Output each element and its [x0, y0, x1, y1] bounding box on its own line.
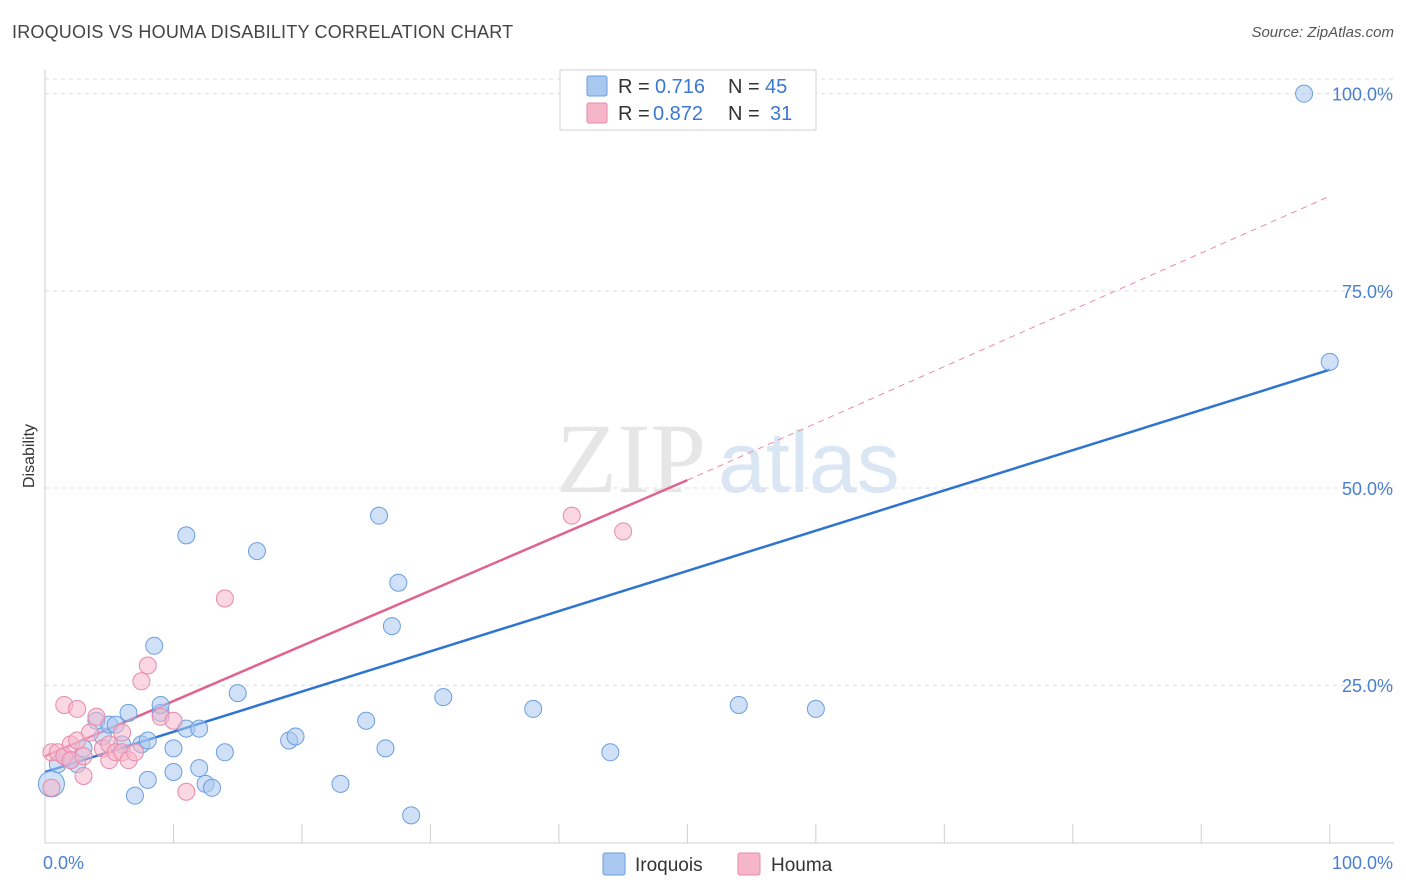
bottom-legend: Iroquois Houma — [602, 852, 833, 876]
trend-line-houma-projection — [687, 195, 1330, 481]
legend-n-value-iroquois: 45 — [765, 76, 787, 98]
point-houma — [74, 747, 93, 766]
point-iroquois — [164, 763, 183, 782]
point-iroquois — [370, 506, 389, 525]
bottom-legend-iroquois: Iroquois — [635, 855, 703, 876]
point-houma — [562, 506, 581, 525]
x-tick-label: 100.0% — [1332, 853, 1393, 873]
watermark-zip: ZIP — [556, 403, 706, 514]
point-iroquois — [138, 770, 157, 789]
point-iroquois — [729, 695, 748, 714]
point-iroquois — [164, 739, 183, 758]
point-iroquois — [215, 743, 234, 762]
point-houma — [125, 743, 144, 762]
point-iroquois — [1320, 352, 1339, 371]
legend-swatch-houma — [586, 102, 608, 124]
point-houma — [74, 766, 93, 785]
legend: R = 0.716 N = 45 R = 0.872 N = 31 — [559, 69, 817, 131]
bottom-legend-swatch-iroquois — [602, 852, 626, 876]
point-houma — [164, 711, 183, 730]
point-iroquois — [138, 731, 157, 750]
point-iroquois — [177, 526, 196, 545]
point-houma — [68, 699, 87, 718]
point-houma — [87, 707, 106, 726]
point-iroquois — [389, 573, 408, 592]
point-iroquois — [203, 778, 222, 797]
point-iroquois — [228, 684, 247, 703]
point-iroquois — [190, 759, 209, 778]
point-iroquois — [806, 699, 825, 718]
y-tick-label: 25.0% — [1342, 676, 1393, 696]
point-iroquois — [145, 636, 164, 655]
point-houma — [138, 656, 157, 675]
point-iroquois — [190, 719, 209, 738]
grid-lines — [45, 78, 1394, 686]
legend-r-label-houma: R = — [618, 103, 650, 125]
legend-swatch-iroquois — [586, 75, 608, 97]
point-iroquois — [357, 711, 376, 730]
point-iroquois — [601, 743, 620, 762]
bottom-legend-swatch-houma — [737, 852, 761, 876]
point-iroquois — [286, 727, 305, 746]
bottom-legend-houma: Houma — [771, 855, 833, 876]
tick-labels: 25.0% 50.0% 75.0% 100.0% 0.0% 100.0% — [43, 85, 1393, 873]
y-tick-label: 100.0% — [1332, 85, 1393, 105]
point-houma — [113, 723, 132, 742]
point-houma — [132, 672, 151, 691]
legend-r-value-houma: 0.872 — [653, 103, 703, 125]
legend-r-label-iroquois: R = — [618, 76, 650, 98]
x-tick-label: 0.0% — [43, 853, 84, 873]
legend-n-label-houma: N = — [728, 103, 760, 125]
point-houma — [68, 731, 87, 750]
point-iroquois — [331, 774, 350, 793]
point-iroquois — [434, 688, 453, 707]
watermark: ZIP atlas — [556, 403, 900, 514]
y-axis-label: Disability — [21, 424, 38, 488]
point-houma — [177, 782, 196, 801]
data-points — [37, 84, 1339, 825]
chart-title: IROQUOIS VS HOUMA DISABILITY CORRELATION… — [12, 22, 514, 42]
point-iroquois — [402, 806, 421, 825]
legend-n-label-iroquois: N = — [728, 76, 760, 98]
y-tick-label: 75.0% — [1342, 282, 1393, 302]
point-iroquois — [524, 699, 543, 718]
axes — [44, 70, 1394, 844]
point-houma — [42, 778, 61, 797]
trend-line-iroquois — [44, 368, 1331, 774]
source-label: Source: ZipAtlas.com — [1251, 24, 1394, 41]
point-iroquois — [119, 703, 138, 722]
point-iroquois — [125, 786, 144, 805]
legend-r-value-iroquois: 0.716 — [655, 76, 705, 98]
point-houma — [215, 589, 234, 608]
legend-n-value-houma: 31 — [770, 103, 792, 125]
watermark-atlas: atlas — [718, 415, 900, 511]
point-iroquois — [376, 739, 395, 758]
point-iroquois — [1295, 84, 1314, 103]
point-houma — [614, 522, 633, 541]
point-iroquois — [247, 542, 266, 561]
point-iroquois — [382, 617, 401, 636]
point-houma — [80, 723, 99, 742]
y-tick-label: 50.0% — [1342, 479, 1393, 499]
